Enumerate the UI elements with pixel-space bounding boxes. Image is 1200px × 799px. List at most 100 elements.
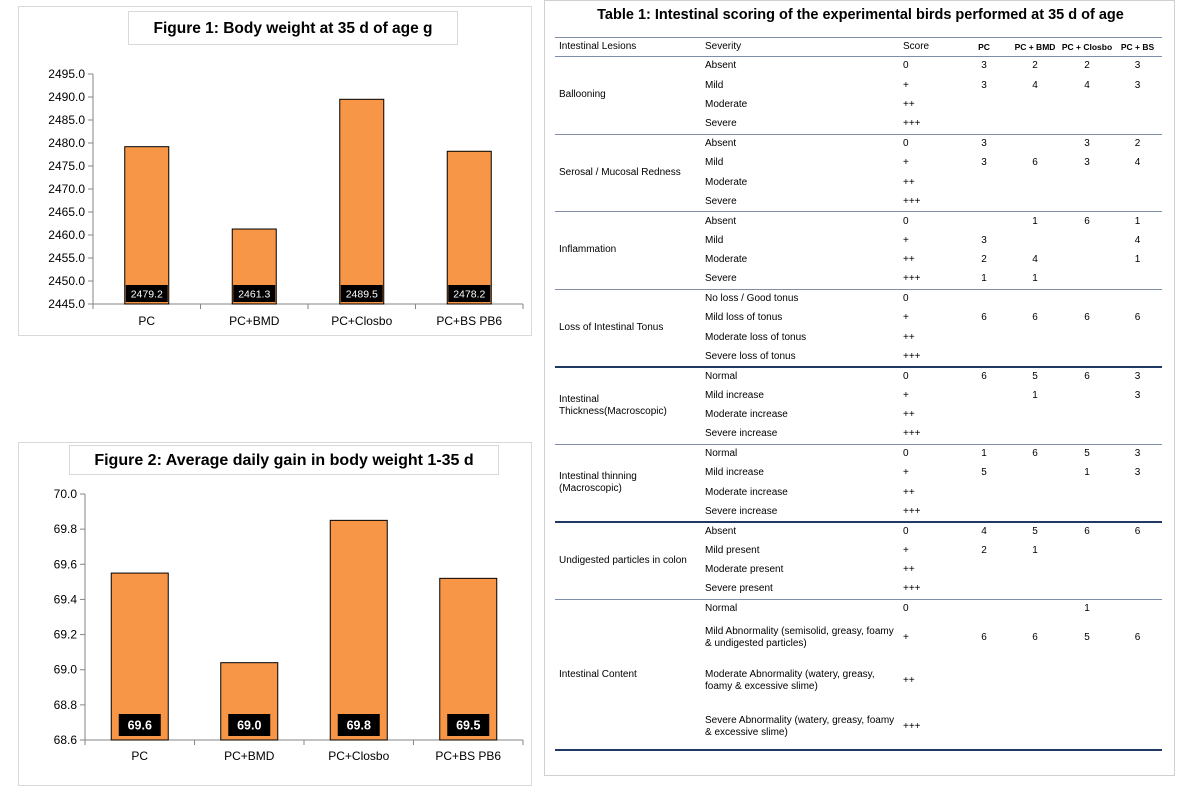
pc-closbo-count-cell: [1061, 658, 1113, 704]
pc-closbo-count-cell: 1: [1084, 467, 1090, 479]
pc-closbo-count-cell: [1061, 347, 1113, 368]
x-tick-label: PC: [138, 314, 155, 328]
severity-cell: Severe present: [701, 580, 899, 600]
pc-closbo-count-cell: [1061, 231, 1113, 250]
pc-count-cell: 1: [959, 269, 1009, 290]
bar: [110, 572, 169, 741]
table-row: Intestinal Content Normal 0 1: [555, 599, 1162, 752]
x-tick-label: PC: [131, 749, 148, 763]
data-label: 2479.2: [131, 288, 163, 300]
pc-bmd-count-cell: [1009, 464, 1061, 483]
pc-count-cell: [959, 561, 1009, 580]
pc-bs-count-cell: 3: [1134, 467, 1141, 479]
severity-cell: Severe increase: [701, 424, 899, 445]
y-tick-label: 69.4: [54, 592, 78, 606]
pc-bmd-count-cell: 4: [1032, 254, 1038, 266]
bar: [329, 519, 388, 741]
y-tick-label: 2480.0: [48, 136, 85, 150]
score-cell: ++: [903, 331, 915, 343]
pc-bs-count-cell: 3: [1134, 60, 1141, 72]
severity-cell: Mild increase: [705, 467, 764, 479]
pc-bs-count-cell: 3: [1134, 389, 1141, 401]
pc-count-cell: [959, 704, 1009, 752]
table-row: Mild increase +5 1 3: [555, 464, 1162, 483]
table-row: Severe loss of tonus +++: [555, 347, 1162, 368]
pc-closbo-count-cell: [1061, 386, 1113, 405]
pc-closbo-count-cell: [1061, 269, 1113, 290]
severity-cell: Moderate Abnormality (watery, greasy, fo…: [705, 669, 875, 693]
pc-bs-count-cell: [1113, 328, 1162, 347]
bar: [124, 146, 170, 305]
header-score: Score: [899, 37, 959, 57]
pc-bs-count-cell: 2: [1134, 138, 1141, 149]
pc-bs-count-cell: [1113, 173, 1162, 192]
pc-bmd-count-cell: [1009, 580, 1061, 600]
severity-cell: Moderate: [705, 176, 748, 188]
score-cell: 0: [903, 60, 909, 72]
pc-bs-count-cell: [1113, 406, 1162, 425]
y-tick-label: 2475.0: [48, 159, 85, 173]
table-row: Serosal / Mucosal Redness Absent 0 3 3 2: [555, 134, 1162, 213]
y-tick-label: 2490.0: [48, 90, 85, 104]
table-header-row: Intestinal Lesions Severity Score PC PC …: [555, 37, 1162, 57]
pc-bs-count-cell: 3: [1134, 370, 1141, 382]
table-row: Mild +3 4: [555, 231, 1162, 250]
score-cell: 0: [903, 370, 909, 382]
intestinal-scoring-table: Intestinal Lesions Severity Score PC PC …: [555, 37, 1162, 752]
pc-bmd-count-cell: 2: [1032, 60, 1038, 72]
pc-closbo-count-cell: 3: [1084, 157, 1090, 169]
pc-count-cell: 6: [981, 312, 987, 324]
pc-closbo-count-cell: 2: [1084, 60, 1090, 72]
pc-count-cell: 3: [981, 234, 987, 246]
table-row: Severe Abnormality (watery, greasy, foam…: [555, 704, 1162, 752]
y-tick-label: 2450.0: [48, 274, 85, 288]
pc-count-cell: [959, 599, 1009, 618]
header-severity: Severity: [701, 37, 899, 57]
table-row: Severe present +++: [555, 580, 1162, 600]
pc-bmd-count-cell: 1: [1032, 544, 1038, 556]
header-pc-closbo: PC + Closbo: [1061, 37, 1113, 57]
score-cell: +++: [899, 269, 959, 290]
pc-bmd-count-cell: [1009, 561, 1061, 580]
y-tick-label: 2465.0: [48, 205, 85, 219]
severity-cell: Severe: [701, 114, 899, 135]
severity-cell: Absent: [705, 526, 737, 538]
pc-bmd-count-cell: 5: [1032, 526, 1038, 538]
data-label: 69.8: [347, 719, 371, 733]
lesion-cell: Inflammation: [555, 211, 701, 290]
pc-closbo-count-cell: [1061, 406, 1113, 425]
pc-closbo-count-cell: 1: [1084, 603, 1090, 615]
data-label-box: [233, 285, 276, 302]
table-row: Intestinal Thickness(Macroscopic) Normal 0…: [555, 366, 1162, 445]
pc-bs-count-cell: [1113, 704, 1162, 752]
table-row: Loss of Intestinal Tonus No loss / Good t…: [555, 289, 1162, 368]
x-tick-label: PC+BS PB6: [435, 749, 501, 763]
y-tick-label: 2455.0: [48, 251, 85, 265]
data-label: 2478.2: [453, 288, 485, 300]
pc-count-cell: [959, 328, 1009, 347]
data-label: 2489.5: [346, 288, 378, 300]
severity-cell: Moderate: [705, 254, 748, 266]
y-tick-label: 68.6: [54, 733, 78, 747]
pc-bs-count-cell: [1113, 599, 1162, 618]
score-cell: ++: [903, 176, 915, 188]
x-tick-label: PC+BS PB6: [436, 314, 502, 328]
pc-count-cell: 6: [981, 632, 987, 644]
score-cell: ++: [903, 254, 915, 266]
figure-2-panel: Figure 2: Average daily gain in body wei…: [18, 442, 532, 786]
pc-count-cell: 3: [981, 157, 987, 169]
pc-bs-count-cell: 6: [1134, 312, 1141, 324]
table-row: Severe increase +++: [555, 424, 1162, 445]
table-row: Mild increase +1 3: [555, 386, 1162, 405]
pc-closbo-count-cell: 5: [1084, 448, 1090, 460]
score-cell: +: [903, 467, 909, 479]
pc-count-cell: 5: [981, 467, 987, 479]
pc-count-cell: [959, 173, 1009, 192]
pc-bmd-count-cell: [1009, 347, 1061, 368]
table-row: Mild present +2 1: [555, 541, 1162, 560]
pc-count-cell: [959, 580, 1009, 600]
table-row: Inflammation Absent 0 1 6 1: [555, 211, 1162, 290]
pc-bs-count-cell: [1113, 289, 1162, 308]
data-label-box: [448, 285, 491, 302]
data-label: 69.0: [237, 719, 261, 733]
